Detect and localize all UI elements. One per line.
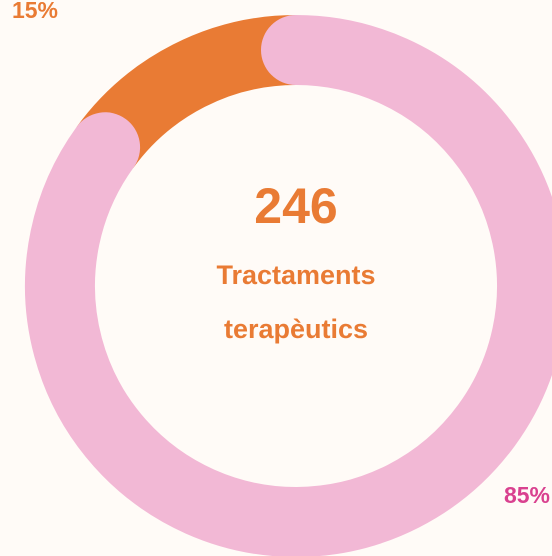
value-label: 85%: [504, 482, 550, 508]
value-label: 15%: [12, 0, 58, 23]
center-label: Tractaments terapèutics: [216, 260, 376, 344]
donut-segment: [25, 15, 552, 556]
center-value: 246: [254, 178, 338, 234]
